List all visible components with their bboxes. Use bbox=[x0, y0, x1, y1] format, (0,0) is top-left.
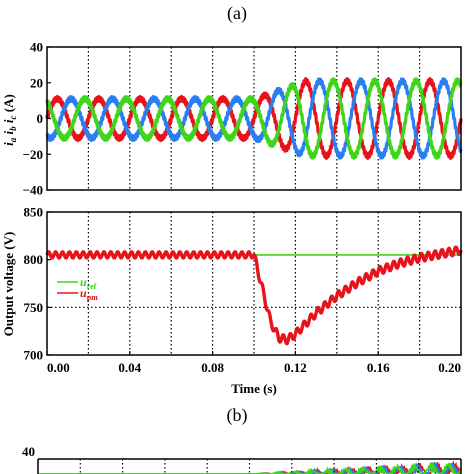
voltage-y-tick-label: 800 bbox=[24, 252, 44, 267]
currents-y-tick-label: 0 bbox=[37, 111, 44, 126]
voltage-y-tick-label: 700 bbox=[24, 348, 44, 363]
voltage-y-axis-label: Output voltage (V) bbox=[1, 232, 16, 337]
currents-chart: 40 20 0 −20 −40 ia ib ic (A) bbox=[1, 40, 463, 198]
caption-b: (b) bbox=[227, 405, 248, 426]
currents-series-0 bbox=[45, 77, 463, 160]
voltage-x-axis-label: Time (s) bbox=[231, 381, 277, 396]
voltage-x-tick-label: 0.00 bbox=[47, 360, 70, 375]
voltage-x-tick-label: 0.20 bbox=[438, 360, 461, 375]
currents-lines bbox=[45, 77, 463, 160]
caption-a: (a) bbox=[227, 3, 247, 24]
currents-series-1 bbox=[45, 77, 463, 160]
currents-y-tick-label: 20 bbox=[30, 75, 43, 90]
voltage-x-ticks: 0.00 0.04 0.08 0.12 0.16 0.20 bbox=[46, 351, 462, 375]
voltage-lines bbox=[45, 245, 463, 346]
currents-y-tick-label: 40 bbox=[30, 40, 43, 55]
currents-y-axis-label: ia ib ic (A) bbox=[1, 94, 18, 146]
voltage-x-tick-label: 0.12 bbox=[284, 360, 307, 375]
currents-series-2 bbox=[45, 77, 463, 160]
voltage-series-upm bbox=[45, 245, 463, 346]
legend-label-uref: uref bbox=[80, 275, 97, 291]
currents-y-tick-label: −40 bbox=[23, 183, 43, 198]
partial-lines bbox=[38, 459, 462, 474]
partial-y-tick-top: 40 bbox=[22, 444, 35, 459]
legend-item-upm: upm bbox=[57, 286, 98, 302]
voltage-x-tick-label: 0.08 bbox=[201, 360, 224, 375]
voltage-y-ticks: 850 800 750 700 bbox=[24, 205, 51, 363]
legend-item-uref: uref bbox=[57, 275, 97, 291]
partial-chart: 40 bbox=[22, 444, 462, 474]
currents-y-tick-label: −20 bbox=[23, 147, 43, 162]
voltage-x-tick-label: 0.04 bbox=[118, 360, 141, 375]
voltage-y-tick-label: 850 bbox=[24, 205, 44, 220]
voltage-legend: uref upm bbox=[57, 275, 98, 302]
voltage-y-tick-label: 750 bbox=[24, 300, 44, 315]
currents-y-ticks: 40 20 0 −20 −40 bbox=[23, 40, 51, 198]
legend-label-upm: upm bbox=[80, 286, 98, 302]
voltage-plot-frame bbox=[46, 211, 462, 356]
voltage-grid bbox=[47, 212, 461, 355]
voltage-x-tick-label: 0.16 bbox=[367, 360, 390, 375]
voltage-chart: 850 800 750 700 0.00 0.04 0.08 0.12 0.16 0.20 Ou… bbox=[1, 205, 463, 396]
